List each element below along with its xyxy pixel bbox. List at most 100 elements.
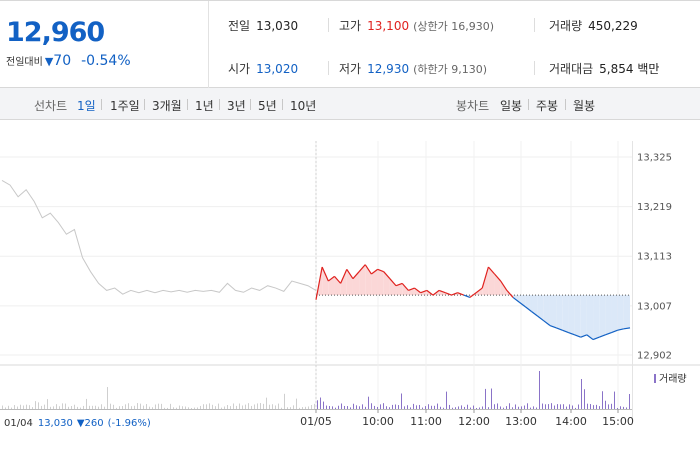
volume-bar (203, 404, 204, 409)
volume-bar (215, 406, 216, 409)
volume-bar (152, 407, 153, 409)
prev-day-change: ▼260 (77, 418, 104, 429)
prev-day-line (1, 179, 317, 295)
volume-bar (347, 406, 348, 409)
candle-daily[interactable]: 일봉 (500, 99, 523, 113)
volume-bar (254, 404, 255, 409)
volume-bar (401, 393, 402, 409)
up-segment (414, 287, 422, 294)
volume-bar (146, 404, 147, 409)
down-fill (611, 295, 618, 333)
volume-bar (500, 406, 501, 409)
period-1week[interactable]: 1주일 (110, 99, 140, 113)
volume-bar (305, 406, 306, 409)
down-segment (543, 320, 551, 326)
stat-prev-close: 전일 13,030 (228, 17, 298, 34)
volume-bar (326, 405, 327, 409)
x-tick-label: 10:00 (362, 415, 394, 428)
volume-bar (38, 402, 39, 409)
down-fill (599, 295, 606, 338)
up-fill (488, 267, 495, 296)
volume-bar (206, 404, 207, 409)
period-5year[interactable]: 5년 (258, 99, 277, 113)
volume-bar (578, 404, 579, 409)
up-segment (389, 278, 397, 287)
volume-bar (266, 397, 267, 409)
volume-bar (302, 407, 303, 409)
volume-bar (416, 405, 417, 409)
down-segment (592, 336, 600, 341)
volume-bar (404, 406, 405, 409)
volume-bar (572, 405, 573, 409)
volume-bar (599, 406, 600, 409)
down-segment (574, 334, 581, 338)
prev-day-change-pct: (-1.96%) (108, 418, 151, 429)
volume-bar (341, 403, 342, 409)
stat-high: 고가 13,100 (상한가 16,930) (339, 17, 494, 34)
volume-bar (230, 406, 231, 409)
y-axis-ticks: 13,325 13,219 13,113 13,007 12,902 (637, 153, 672, 362)
down-fill (580, 295, 587, 338)
period-1year[interactable]: 1년 (195, 99, 214, 113)
volume-bar (8, 405, 9, 409)
up-fill (359, 264, 366, 296)
x-tick-label: 11:00 (410, 415, 442, 428)
volume-bar (86, 398, 87, 409)
volume-bar (281, 407, 282, 409)
volume-bar (458, 406, 459, 409)
volume-bar (26, 404, 27, 409)
volume-bar (200, 405, 201, 409)
candle-monthly[interactable]: 월봉 (573, 99, 596, 113)
up-fill (396, 283, 403, 296)
divider (187, 99, 188, 110)
volume-bar (35, 401, 36, 409)
volume-bar (464, 406, 465, 409)
volume-bar (119, 406, 120, 409)
volume-bar (80, 407, 81, 409)
volume-bar (317, 400, 318, 409)
volume-bar (329, 405, 330, 409)
period-10year[interactable]: 10년 (290, 99, 317, 113)
volume-bar (323, 401, 324, 409)
volume-bar (365, 406, 366, 409)
period-1day[interactable]: 1일 (77, 99, 96, 113)
volume-bar (164, 407, 165, 409)
x-tick-label: 14:00 (555, 415, 587, 428)
period-3month[interactable]: 3개월 (152, 99, 182, 113)
stat-volume: 거래량 450,229 (549, 17, 638, 34)
volume-bar (77, 406, 78, 409)
volume-bar (542, 403, 543, 409)
volume-bar (263, 403, 264, 409)
volume-bar (287, 407, 288, 409)
volume-bar (434, 405, 435, 409)
volume-bar (398, 405, 399, 409)
chart-fills (316, 264, 630, 340)
volume-bar (140, 403, 141, 409)
lower-limit: (하한가 9,130) (413, 63, 488, 76)
up-segment (364, 264, 372, 275)
intraday-chart[interactable]: 13,325 13,219 13,113 13,007 12,902 01/05 10:0… (0, 121, 700, 450)
volume-bar (194, 407, 195, 409)
down-segment (605, 331, 612, 336)
volume-bar (617, 407, 618, 409)
volume-bar (536, 407, 537, 409)
prev-day-info: 01/04 13,030 ▼260 (-1.96%) (4, 418, 151, 429)
chart-canvas[interactable]: 13,325 13,219 13,113 13,007 12,902 01/05 10:0… (0, 121, 700, 450)
divider (328, 61, 329, 75)
divider (250, 99, 251, 110)
volume-bar (608, 404, 609, 409)
volume-bar (272, 404, 273, 409)
period-3year[interactable]: 3년 (227, 99, 246, 113)
volume-bar (239, 403, 240, 409)
down-segment (555, 327, 563, 331)
volume-bar (476, 407, 477, 409)
volume-bar (374, 405, 375, 409)
candle-weekly[interactable]: 주봉 (536, 99, 559, 113)
change-value: 70 (53, 53, 72, 69)
line-chart-label: 선차트 (34, 99, 68, 113)
volume-bar (227, 404, 228, 409)
volume-bar (221, 407, 222, 409)
volume-bar (191, 407, 192, 409)
up-segment (346, 269, 354, 280)
down-segment (463, 294, 471, 298)
